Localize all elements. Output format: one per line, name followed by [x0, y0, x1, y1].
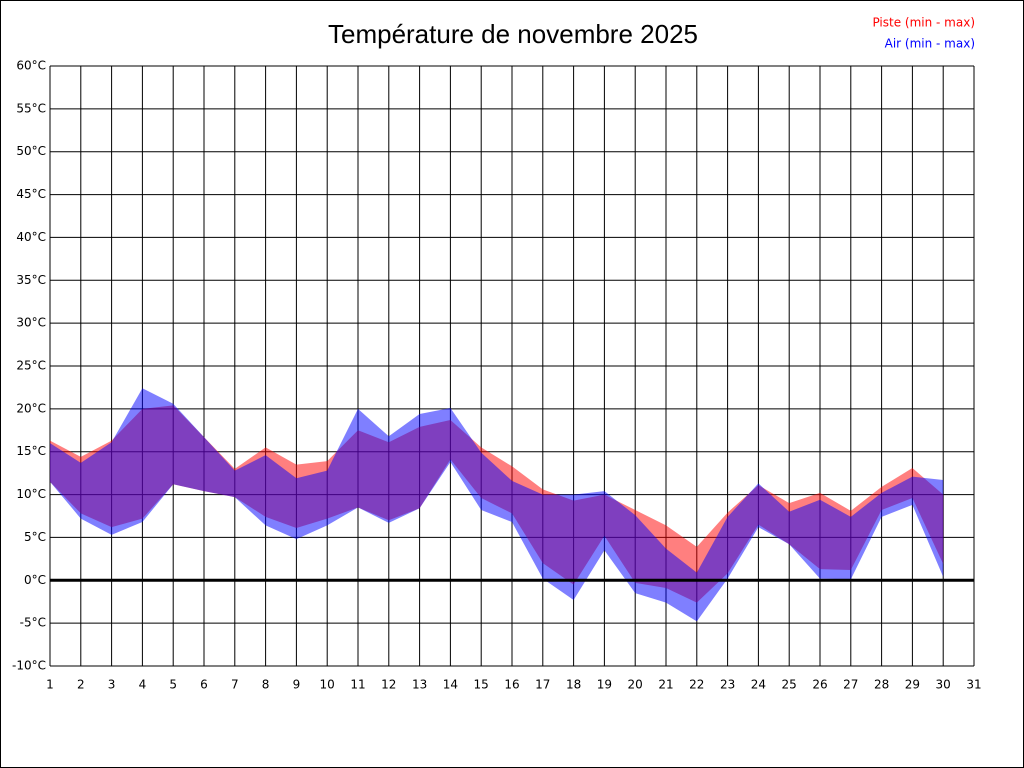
y-tick-label: 55°C [16, 101, 46, 115]
x-tick-label: 27 [843, 678, 858, 692]
y-tick-label: 40°C [16, 230, 46, 244]
x-tick-label: 14 [443, 678, 458, 692]
y-tick-label: -5°C [20, 616, 46, 630]
y-tick-label: 30°C [16, 316, 46, 330]
y-tick-label: 20°C [16, 401, 46, 415]
x-tick-label: 1 [46, 678, 54, 692]
y-tick-label: 60°C [16, 59, 46, 73]
y-tick-label: 35°C [16, 273, 46, 287]
y-tick-label: 0°C [24, 573, 46, 587]
y-tick-label: 25°C [16, 359, 46, 373]
x-tick-label: 17 [535, 678, 550, 692]
x-tick-label: 11 [350, 678, 365, 692]
x-tick-label: 4 [139, 678, 147, 692]
x-tick-label: 21 [658, 678, 673, 692]
legend-entry: Piste (min - max) [872, 16, 975, 30]
x-tick-label: 7 [231, 678, 239, 692]
x-tick-label: 31 [966, 678, 981, 692]
x-tick-label: 8 [262, 678, 270, 692]
x-tick-label: 29 [905, 678, 920, 692]
x-tick-label: 25 [782, 678, 797, 692]
x-tick-label: 19 [597, 678, 612, 692]
x-tick-label: 12 [381, 678, 396, 692]
x-tick-label: 2 [77, 678, 85, 692]
y-tick-label: 10°C [16, 487, 46, 501]
x-tick-label: 15 [474, 678, 489, 692]
x-tick-label: 9 [293, 678, 301, 692]
x-tick-label: 10 [320, 678, 335, 692]
legend-entry: Air (min - max) [885, 37, 975, 51]
y-tick-label: 5°C [24, 530, 46, 544]
chart-title: Température de novembre 2025 [328, 19, 698, 49]
x-tick-label: 3 [108, 678, 116, 692]
y-tick-label: 45°C [16, 187, 46, 201]
x-tick-label: 6 [200, 678, 208, 692]
x-tick-label: 16 [504, 678, 519, 692]
x-tick-label: 28 [874, 678, 889, 692]
x-tick-label: 30 [936, 678, 951, 692]
x-tick-label: 18 [566, 678, 581, 692]
x-tick-label: 23 [720, 678, 735, 692]
range-band [50, 388, 944, 622]
x-tick-label: 22 [689, 678, 704, 692]
x-tick-label: 5 [169, 678, 177, 692]
x-tick-label: 26 [812, 678, 827, 692]
x-tick-label: 24 [751, 678, 766, 692]
y-tick-label: 15°C [16, 444, 46, 458]
y-tick-label: -10°C [12, 659, 46, 673]
x-tick-label: 20 [628, 678, 643, 692]
y-tick-label: 50°C [16, 144, 46, 158]
x-tick-label: 13 [412, 678, 427, 692]
